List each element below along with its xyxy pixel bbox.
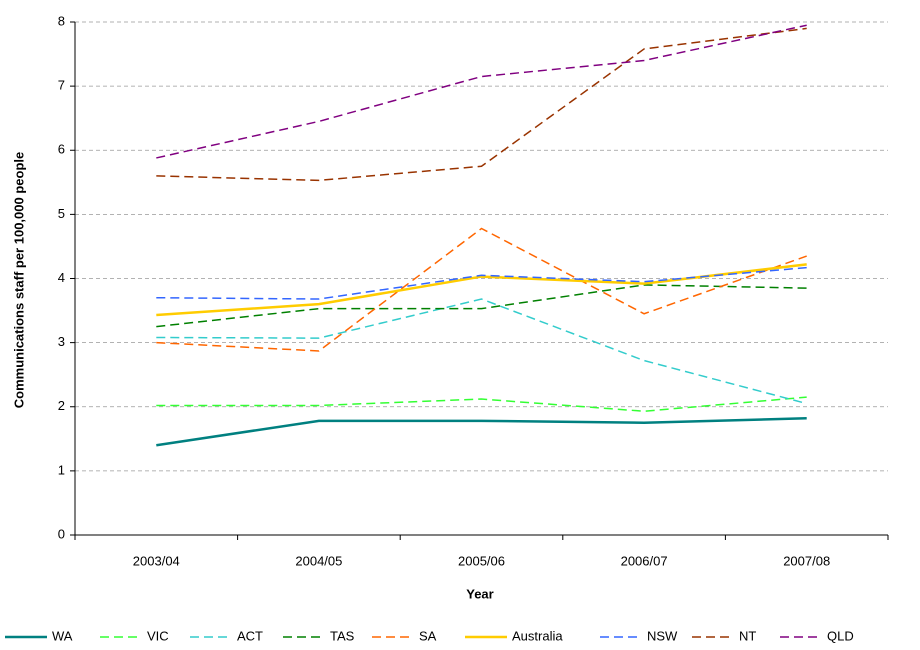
series-line	[156, 263, 807, 317]
series-line	[156, 24, 807, 159]
y-axis-title: Communications staff per 100,000 people	[11, 152, 26, 408]
y-tick-label: 0	[58, 526, 65, 541]
series-line	[156, 396, 807, 412]
y-tick-label: 6	[58, 142, 65, 157]
y-tick-label: 3	[58, 334, 65, 349]
series-line	[156, 27, 807, 182]
x-axis-title: Year	[466, 586, 493, 601]
series-line	[156, 266, 807, 300]
legend-label: TAS	[330, 628, 355, 643]
legend-label: ACT	[237, 628, 263, 643]
series-line	[156, 298, 807, 405]
series-line	[156, 417, 807, 447]
y-tick-label: 1	[58, 462, 65, 477]
y-tick-label: 4	[58, 270, 65, 285]
legend-label: SA	[419, 628, 437, 643]
x-tick-label: 2007/08	[783, 553, 830, 568]
series-line	[156, 227, 807, 352]
x-tick-label: 2006/07	[621, 553, 668, 568]
y-tick-label: 8	[58, 13, 65, 28]
legend-label: QLD	[827, 628, 854, 643]
y-tick-label: 7	[58, 78, 65, 93]
series-line	[156, 284, 807, 328]
x-tick-label: 2005/06	[458, 553, 505, 568]
y-tick-label: 2	[58, 398, 65, 413]
legend-label: NSW	[647, 628, 678, 643]
x-tick-label: 2004/05	[295, 553, 342, 568]
legend-label: NT	[739, 628, 756, 643]
x-tick-label: 2003/04	[133, 553, 180, 568]
legend-label: VIC	[147, 628, 169, 643]
y-tick-label: 5	[58, 206, 65, 221]
legend-label: WA	[52, 628, 73, 643]
legend-label: Australia	[512, 628, 563, 643]
